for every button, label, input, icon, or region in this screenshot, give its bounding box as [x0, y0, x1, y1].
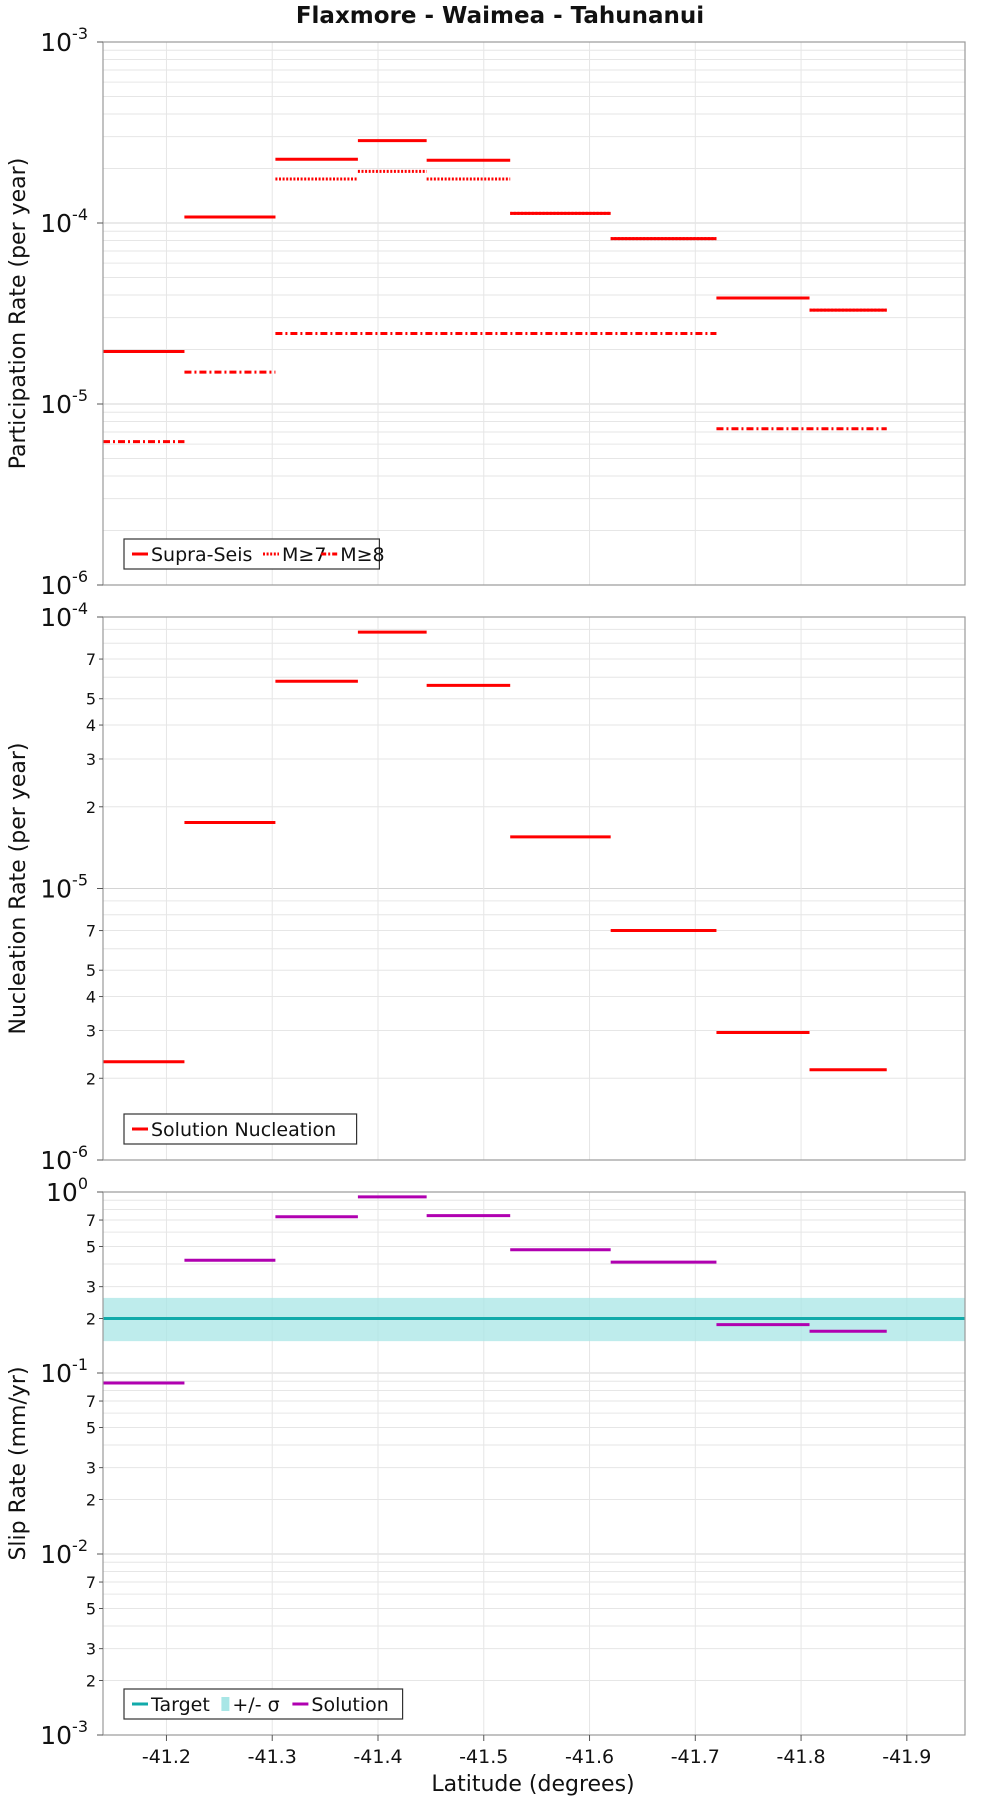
- x-tick-label: -41.6: [565, 1746, 614, 1768]
- plot-frame: [102, 41, 966, 586]
- y-minor-tick-label: 7: [86, 1392, 96, 1411]
- x-tick-label: -41.4: [353, 1746, 402, 1768]
- y-minor-tick-label: 3: [86, 1459, 96, 1478]
- y-minor-tick-label: 5: [86, 690, 96, 709]
- y-major-tick-label: 10-6: [40, 567, 88, 600]
- y-minor-tick-label: 5: [86, 1237, 96, 1256]
- y-major-tick-label: 100: [46, 1174, 88, 1207]
- participation-rate-panel: 10-6 10-5 10-4 10-3 Participation Rate (per …: [6, 24, 966, 600]
- y-major-tick-label: 10-4: [40, 205, 88, 238]
- y-minor-tick-label: 2: [86, 1069, 96, 1088]
- y-minor-tick-label: 3: [86, 1640, 96, 1659]
- y-axis-title: Slip Rate (mm/yr): [6, 1366, 31, 1560]
- legend-label: Solution: [311, 1694, 388, 1716]
- y-major-tick-label: 10-2: [40, 1536, 88, 1569]
- x-tick-label: -41.7: [671, 1746, 720, 1768]
- y-major-tick-label: 10-3: [40, 1717, 88, 1750]
- legend-label: +/- σ: [232, 1694, 279, 1716]
- y-minor-tick-label: 2: [86, 1310, 96, 1329]
- y-major-tick-label: 10-1: [40, 1355, 88, 1388]
- y-minor-tick-label: 4: [86, 716, 96, 735]
- legend-box: [123, 1113, 358, 1145]
- y-minor-tick-label: 3: [86, 1021, 96, 1040]
- y-axis-title: Nucleation Rate (per year): [6, 743, 31, 1035]
- y-major-tick-label: 10-3: [40, 24, 88, 57]
- y-minor-tick-label: 5: [86, 1418, 96, 1437]
- y-major-tick-label: 10-5: [40, 386, 88, 419]
- legend-label: Supra-Seis: [151, 544, 252, 566]
- x-tick-label: -41.5: [459, 1746, 508, 1768]
- y-minor-tick-label: 7: [86, 650, 96, 669]
- x-tick-label: -41.3: [248, 1746, 297, 1768]
- x-axis-title: Latitude (degrees): [431, 1772, 634, 1797]
- y-major-tick-label: 10-5: [40, 871, 88, 904]
- y-minor-tick-label: 2: [86, 1491, 96, 1510]
- slip-rate-panel: 10-3 10-2 10-1 100 2 3 5 7 2 3 5 7 2 3 5 7 Slip Rate (mm…: [6, 1174, 966, 1768]
- figure-title: Flaxmore - Waimea - Tahunanui: [296, 3, 704, 29]
- y-minor-tick-label: 5: [86, 1599, 96, 1618]
- legend: Supra-Seis M≥7 M≥8: [123, 538, 385, 570]
- y-minor-tick-label: 3: [86, 1278, 96, 1297]
- legend-label: Solution Nucleation: [151, 1119, 336, 1141]
- legend-label: Target: [150, 1694, 210, 1716]
- y-minor-tick-label: 3: [86, 750, 96, 769]
- legend-swatch-band: [221, 1697, 230, 1711]
- x-tick-label: -41.9: [882, 1746, 931, 1768]
- y-minor-tick-label: 2: [86, 1672, 96, 1691]
- legend-label: M≥8: [340, 544, 384, 566]
- y-minor-tick-label: 7: [86, 1211, 96, 1230]
- y-minor-tick-label: 5: [86, 961, 96, 980]
- x-tick-label: -41.2: [142, 1746, 191, 1768]
- plot-frame: [102, 1191, 966, 1736]
- nucleation-rate-panel: 10-6 10-5 10-4 2 3 4 5 7 2 3 4 5 7 Nucleation Rate (p…: [6, 599, 966, 1175]
- y-minor-tick-label: 7: [86, 922, 96, 941]
- y-minor-tick-label: 4: [86, 988, 96, 1007]
- y-minor-tick-label: 7: [86, 1573, 96, 1592]
- y-major-tick-label: 10-4: [40, 599, 88, 632]
- legend: Target +/- σ Solution: [123, 1688, 404, 1720]
- y-axis-title: Participation Rate (per year): [6, 158, 31, 470]
- legend: Solution Nucleation: [123, 1113, 358, 1145]
- y-minor-tick-label: 2: [86, 798, 96, 817]
- x-tick-label: -41.8: [776, 1746, 825, 1768]
- legend-label: M≥7: [282, 544, 326, 566]
- legend-box: [123, 1688, 404, 1720]
- y-major-tick-label: 10-6: [40, 1142, 88, 1175]
